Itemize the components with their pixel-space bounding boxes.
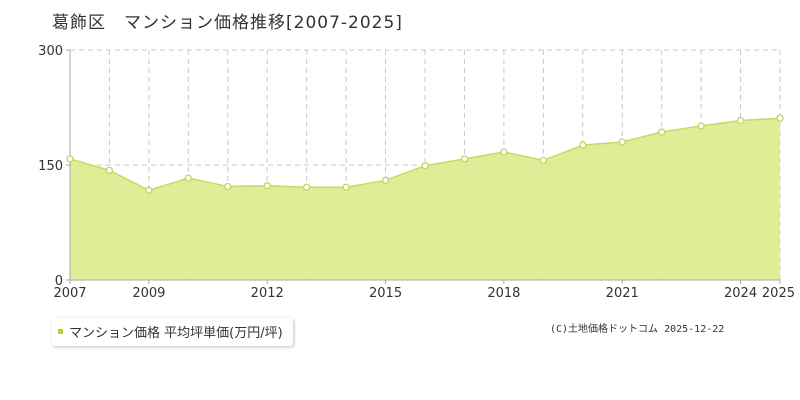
data-point — [145, 186, 153, 194]
series-area — [70, 118, 780, 280]
x-tick-label: 2018 — [487, 286, 520, 301]
data-point — [736, 116, 745, 125]
y-tick-label: 150 — [38, 159, 63, 174]
data-point — [579, 141, 587, 149]
x-tick-label: 2015 — [369, 286, 402, 301]
data-point — [342, 183, 350, 191]
data-point — [776, 114, 784, 122]
y-tick-label: 0 — [55, 274, 63, 289]
data-point — [539, 156, 547, 165]
data-point — [184, 174, 192, 182]
data-point — [421, 162, 429, 170]
data-point — [460, 155, 469, 163]
x-tick-label: 2024 — [724, 286, 757, 301]
data-point — [66, 155, 74, 163]
data-point — [263, 182, 271, 190]
chart-title: 葛飾区 マンション価格推移[2007-2025] — [52, 13, 403, 33]
x-tick-label: 2007 — [53, 286, 86, 301]
data-point — [658, 128, 666, 136]
legend: マンション価格 平均坪単価(万円/坪) — [52, 318, 293, 346]
credit-text: (C)土地価格ドットコム 2025-12-22 — [550, 324, 725, 335]
x-tick-label: 2009 — [132, 286, 165, 301]
data-point — [381, 176, 390, 184]
legend-label: マンション価格 平均坪単価(万円/坪) — [69, 326, 283, 341]
x-tick-label: 2021 — [606, 286, 639, 301]
data-point — [224, 182, 232, 191]
x-tick-label: 2012 — [251, 286, 284, 301]
data-point — [303, 183, 311, 191]
data-point — [500, 148, 508, 156]
data-point — [105, 166, 114, 175]
y-tick-label: 300 — [38, 44, 63, 59]
data-point — [618, 138, 626, 146]
legend-swatch — [58, 329, 63, 334]
data-point — [697, 122, 705, 130]
x-tick-label: 2025 — [762, 286, 795, 301]
